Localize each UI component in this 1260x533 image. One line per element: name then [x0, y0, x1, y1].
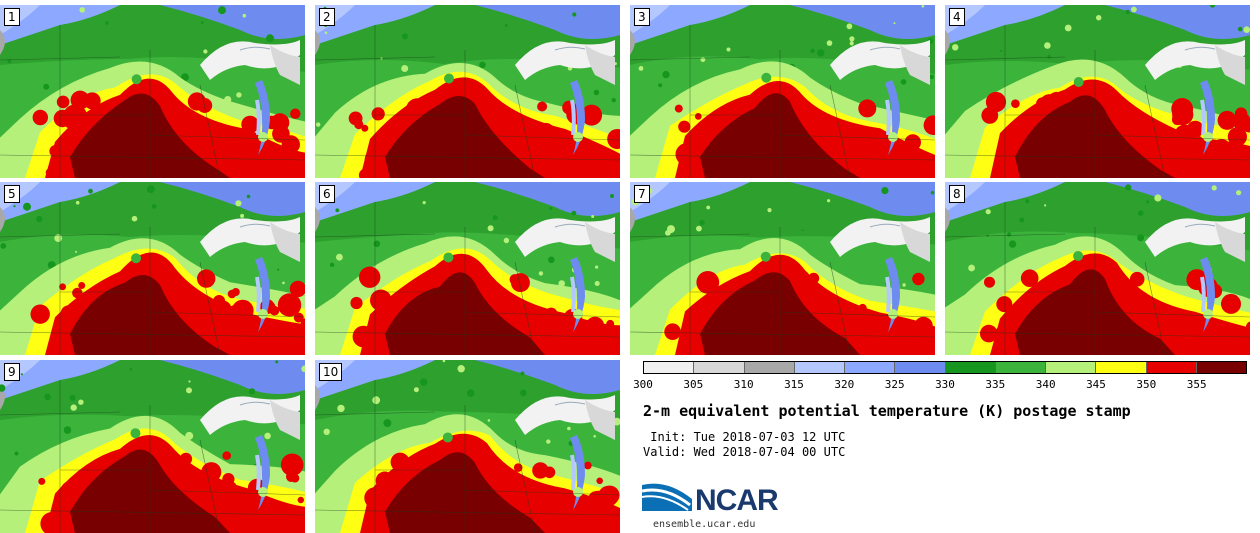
colorbar-tick-label: 320	[834, 378, 855, 391]
valid-time: Valid: Wed 2018-07-04 00 UTC	[643, 445, 846, 459]
panel-number-label: 5	[4, 185, 20, 203]
colorbar-tick-label: 345	[1086, 378, 1106, 391]
colorbar-segment	[1196, 362, 1246, 373]
ncar-logo-icon	[642, 483, 692, 511]
panel-number-label: 1	[4, 8, 20, 26]
map-panel-6: 6	[315, 182, 620, 355]
colorbar-tick-label: 305	[683, 378, 704, 391]
panel-number-label: 2	[319, 8, 335, 26]
colorbar-tick-label: 300	[633, 378, 653, 391]
colorbar-segment	[1146, 362, 1197, 373]
map-panel-2: 2	[315, 5, 620, 178]
colorbar-tick-label: 310	[733, 378, 754, 391]
colorbar-segment	[644, 362, 695, 373]
map-panel-4: 4	[945, 5, 1250, 178]
figure-title: 2-m equivalent potential temperature (K)…	[643, 402, 1131, 420]
colorbar-segment	[1096, 362, 1147, 373]
logo-wordmark: NCAR	[695, 484, 779, 517]
colorbar-segment	[1046, 362, 1097, 373]
colorbar-tick-label: 330	[935, 378, 955, 391]
panel-number-label: 8	[949, 185, 965, 203]
colorbar-segment	[744, 362, 795, 373]
map-panel-8: 8	[945, 182, 1250, 355]
map-panel-9: 9	[0, 360, 305, 533]
panel-number-label: 4	[949, 8, 965, 26]
panel-number-label: 10	[319, 363, 343, 381]
colorbar-segment	[895, 362, 946, 373]
panel-number-label: 3	[634, 8, 650, 26]
map-panel-10: 10	[315, 360, 620, 533]
colorbar-tick-label: 315	[784, 378, 804, 391]
map-panel-1: 1	[0, 5, 305, 178]
init-time: Init: Tue 2018-07-03 12 UTC	[643, 430, 846, 444]
colorbar-tick-label: 325	[884, 378, 905, 391]
colorbar-ticks: 300 305 310 315 320 325 330 335 340 345 350 355	[633, 378, 1247, 392]
site-url: ensemble.ucar.edu	[653, 519, 756, 530]
map-panel-5: 5	[0, 182, 305, 355]
colorbar-segment	[995, 362, 1046, 373]
colorbar-tick-label: 340	[1035, 378, 1056, 391]
panel-number-label: 7	[634, 185, 650, 203]
colorbar-segment	[694, 362, 745, 373]
colorbar	[643, 361, 1247, 374]
colorbar-segment	[945, 362, 996, 373]
colorbar-tick-label: 355	[1186, 378, 1207, 391]
colorbar-segment	[845, 362, 896, 373]
colorbar-tick-label: 350	[1136, 378, 1157, 391]
panel-number-label: 6	[319, 185, 335, 203]
map-panel-3: 3	[630, 5, 935, 178]
colorbar-segment	[794, 362, 845, 373]
colorbar-tick-label: 335	[985, 378, 1006, 391]
map-panel-7: 7	[630, 182, 935, 355]
panel-number-label: 9	[4, 363, 20, 381]
